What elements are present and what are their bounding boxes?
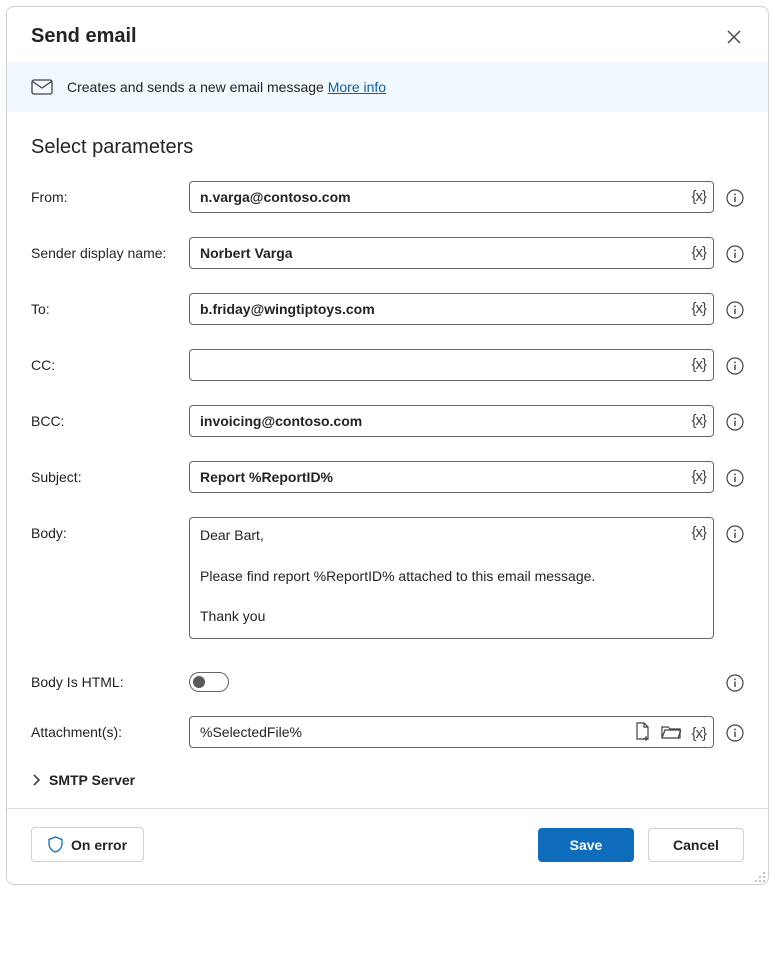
- info-icon-to[interactable]: [726, 301, 744, 319]
- variable-picker-from[interactable]: {x}: [691, 188, 706, 205]
- info-icon-body-is-html[interactable]: [726, 674, 744, 692]
- banner-text-wrap: Creates and sends a new email message Mo…: [67, 79, 386, 95]
- chevron-right-icon: [31, 774, 41, 786]
- label-cc: CC:: [31, 349, 189, 373]
- dialog-footer: On error Save Cancel: [7, 808, 768, 884]
- row-subject: Subject: {x}: [31, 461, 744, 493]
- more-info-link[interactable]: More info: [328, 79, 386, 95]
- variable-picker-bcc[interactable]: {x}: [691, 412, 706, 429]
- select-file-icon[interactable]: [634, 722, 651, 744]
- info-icon-cc[interactable]: [726, 357, 744, 375]
- dialog-title: Send email: [31, 25, 137, 48]
- input-bcc[interactable]: [189, 405, 714, 437]
- label-display-name: Sender display name:: [31, 237, 189, 261]
- label-body-is-html: Body Is HTML:: [31, 666, 189, 690]
- select-folder-icon[interactable]: [661, 724, 681, 743]
- label-from: From:: [31, 181, 189, 205]
- send-email-dialog: Send email Creates and sends a new email…: [6, 6, 769, 885]
- row-display-name: Sender display name: {x}: [31, 237, 744, 269]
- label-attachments: Attachment(s):: [31, 716, 189, 740]
- input-cc[interactable]: [189, 349, 714, 381]
- close-icon: [727, 30, 741, 44]
- smtp-server-label: SMTP Server: [49, 772, 135, 788]
- input-from[interactable]: [189, 181, 714, 213]
- info-icon-subject[interactable]: [726, 469, 744, 487]
- info-icon-from[interactable]: [726, 189, 744, 207]
- variable-picker-to[interactable]: {x}: [691, 300, 706, 317]
- input-subject[interactable]: [189, 461, 714, 493]
- input-to[interactable]: [189, 293, 714, 325]
- variable-picker-cc[interactable]: {x}: [691, 356, 706, 373]
- shield-icon: [48, 836, 63, 853]
- resize-grip[interactable]: [754, 870, 766, 882]
- row-body: Body: {x}: [31, 517, 744, 642]
- input-body[interactable]: [189, 517, 714, 639]
- variable-picker-body[interactable]: {x}: [691, 524, 706, 541]
- mail-icon: [31, 78, 53, 96]
- label-bcc: BCC:: [31, 405, 189, 429]
- label-subject: Subject:: [31, 461, 189, 485]
- row-bcc: BCC: {x}: [31, 405, 744, 437]
- label-body: Body:: [31, 517, 189, 541]
- variable-picker-display-name[interactable]: {x}: [691, 244, 706, 261]
- banner-text: Creates and sends a new email message: [67, 79, 328, 95]
- parameters-section: Select parameters From: {x} Sender displ…: [7, 112, 768, 798]
- row-cc: CC: {x}: [31, 349, 744, 381]
- variable-picker-attachments[interactable]: {x}: [691, 725, 706, 742]
- save-button[interactable]: Save: [538, 828, 634, 862]
- variable-picker-subject[interactable]: {x}: [691, 468, 706, 485]
- info-icon-display-name[interactable]: [726, 245, 744, 263]
- info-banner: Creates and sends a new email message Mo…: [7, 62, 768, 112]
- cancel-button[interactable]: Cancel: [648, 828, 744, 862]
- row-attachments: Attachment(s): {x}: [31, 716, 744, 748]
- info-icon-body[interactable]: [726, 525, 744, 543]
- row-body-is-html: Body Is HTML:: [31, 666, 744, 692]
- section-title: Select parameters: [31, 136, 744, 159]
- on-error-label: On error: [71, 837, 127, 853]
- toggle-thumb: [193, 676, 205, 688]
- toggle-body-is-html[interactable]: [189, 672, 229, 692]
- smtp-server-expander[interactable]: SMTP Server: [31, 772, 744, 788]
- row-to: To: {x}: [31, 293, 744, 325]
- on-error-button[interactable]: On error: [31, 827, 144, 862]
- dialog-header: Send email: [7, 7, 768, 62]
- label-to: To:: [31, 293, 189, 317]
- input-display-name[interactable]: [189, 237, 714, 269]
- info-icon-bcc[interactable]: [726, 413, 744, 431]
- info-icon-attachments[interactable]: [726, 724, 744, 742]
- close-button[interactable]: [724, 27, 744, 47]
- row-from: From: {x}: [31, 181, 744, 213]
